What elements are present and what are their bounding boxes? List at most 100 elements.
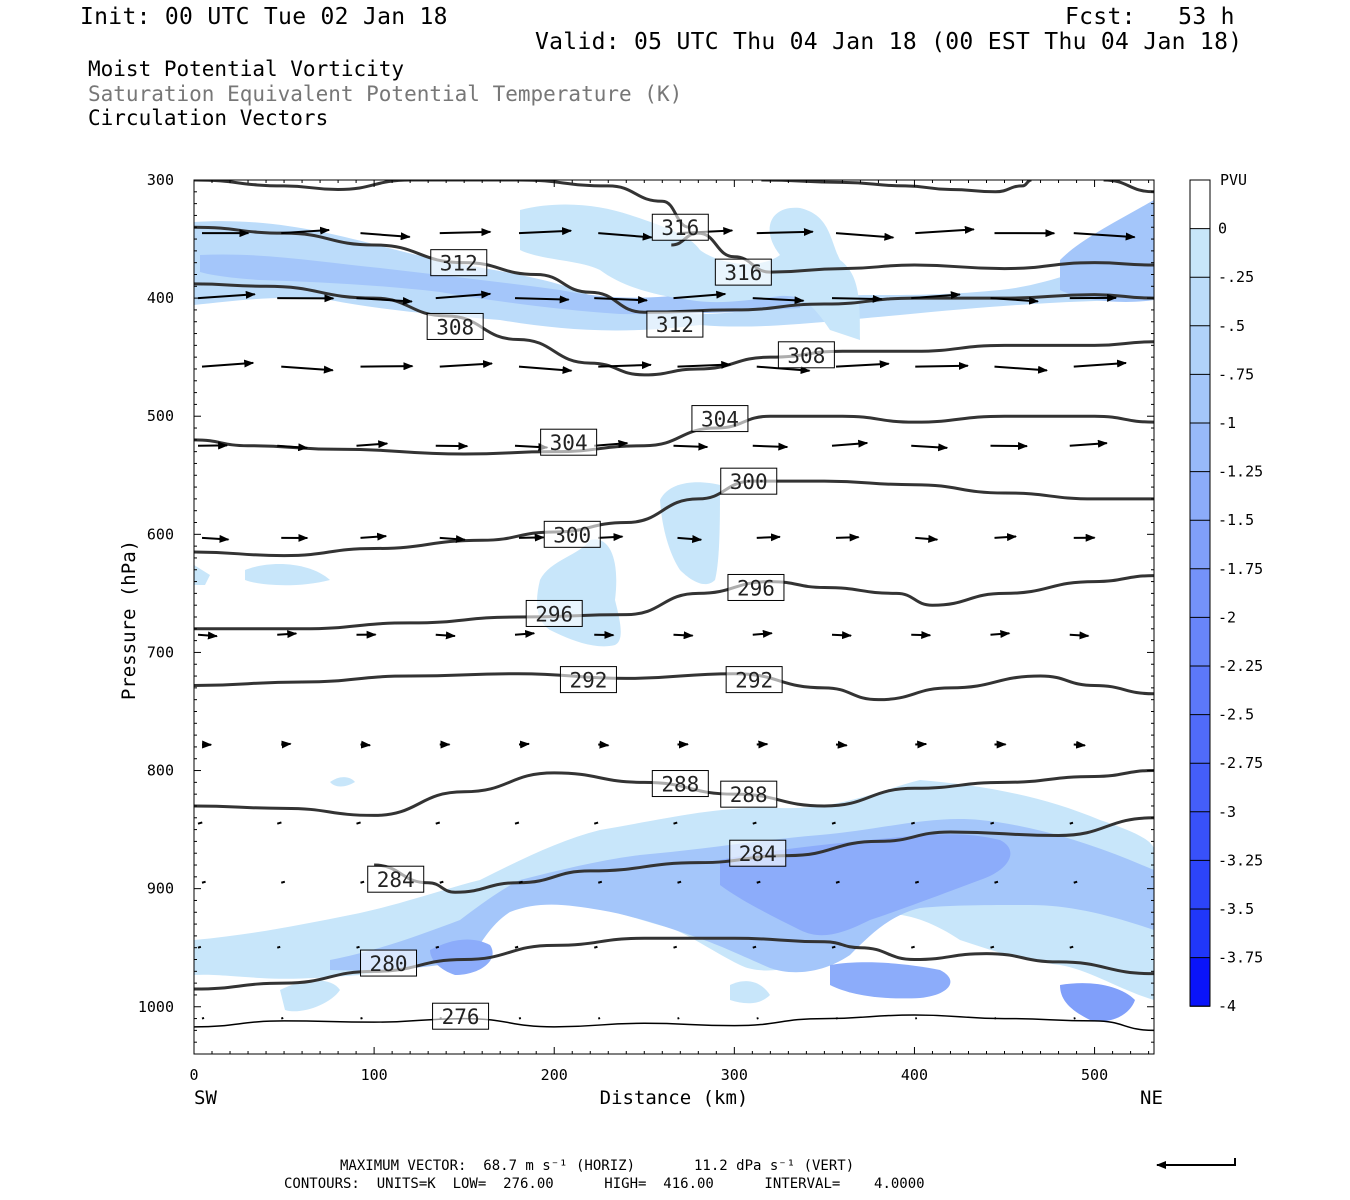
circulation-vector (1069, 631, 1090, 640)
colorbar-swatch (1190, 471, 1210, 521)
circulation-vector (360, 1017, 363, 1020)
contour-label-296: 296 (535, 602, 573, 626)
colorbar-label: -2.75 (1218, 754, 1263, 772)
circulation-vector (752, 629, 773, 638)
colorbar-unit: PVU (1220, 171, 1247, 189)
colorbar-label: -1.75 (1218, 560, 1263, 578)
circulation-vector (594, 439, 629, 448)
contour-label-296: 296 (737, 576, 775, 600)
circulation-vector (915, 740, 928, 749)
circulation-vector (356, 440, 389, 449)
circulation-vector (831, 821, 836, 825)
max-vector-info: MAXIMUM VECTOR: 68.7 m s⁻¹ (HORIZ) 11.2 … (340, 1158, 855, 1174)
circulation-vector (915, 225, 975, 235)
circulation-vector (910, 821, 915, 825)
circulation-vector (439, 880, 444, 884)
circulation-vector (831, 631, 853, 640)
circulation-vector (201, 359, 255, 368)
circulation-vector (439, 360, 494, 369)
y-tick-label: 800 (147, 762, 174, 780)
contour-label-312: 312 (440, 252, 478, 276)
circulation-vector (831, 439, 869, 448)
circulation-vector (911, 443, 949, 452)
circulation-vector (673, 945, 678, 949)
circulation-vector (597, 880, 603, 884)
y-axis-label: Pressure (hPa) (118, 540, 140, 700)
circulation-vector (1073, 740, 1087, 749)
circulation-vector (514, 629, 536, 638)
theta-es-contours (194, 180, 1154, 1032)
circulation-vector (518, 1017, 522, 1020)
circulation-vector (277, 630, 298, 639)
circulation-vector (201, 1016, 205, 1020)
circulation-vector (756, 228, 814, 237)
pv-shade-right-top (1060, 200, 1154, 302)
colorbar-swatch (1190, 423, 1210, 472)
y-tick-label: 500 (147, 407, 174, 425)
circulation-vector (281, 740, 292, 749)
y-axis: 300 400 500 600 700 800 900 1000 (138, 171, 1154, 1055)
circulation-vector (1073, 359, 1128, 368)
valid-time: Valid: 05 UTC Thu 04 Jan 18 (00 EST Thu … (535, 29, 1243, 55)
circulation-vector (990, 296, 1039, 305)
contour-label-box (691, 405, 749, 433)
colorbar-label: -2.25 (1218, 657, 1263, 675)
circulation-vector (994, 880, 999, 884)
circulation-vector (831, 294, 883, 303)
contour-label-box (729, 839, 787, 867)
pv-shading (194, 200, 1154, 1022)
pv-shade-surface-1 (280, 980, 340, 1012)
circulation-vector (277, 443, 309, 452)
pv-shade-surface-2 (830, 962, 951, 999)
circulation-vector (197, 945, 202, 949)
circulation-vector (831, 945, 836, 949)
forecast-hour: Fcst: 53 h (1065, 4, 1235, 30)
contour-label-280: 280 (370, 952, 408, 976)
circulation-vector (514, 821, 520, 825)
circulation-vector (756, 880, 761, 884)
contour-label-box (777, 341, 835, 369)
pv-shade-left-low (194, 565, 210, 585)
x-endpoint-sw: SW (194, 1087, 217, 1109)
circulation-vector (1069, 439, 1108, 448)
y-tick-label: 700 (147, 643, 174, 661)
circulation-vector (673, 631, 694, 640)
colorbar-swatch (1190, 763, 1210, 812)
x-tick-label: 200 (541, 1066, 568, 1084)
circulation-vector (197, 631, 218, 640)
circulation-vector (914, 880, 920, 884)
circulation-vector (518, 880, 523, 884)
circulation-vector (994, 365, 1048, 374)
contour-label-box (651, 213, 709, 241)
pv-shade-lower-core-2 (430, 939, 493, 975)
circulation-vector (915, 534, 939, 543)
circulation-vector (598, 361, 652, 370)
colorbar-swatch (1190, 520, 1210, 569)
x-tick-label: 300 (721, 1066, 748, 1084)
pv-shade-lower-core (720, 834, 1011, 936)
theta-es-contour-292 (194, 672, 1154, 702)
theta-es-contour-296 (194, 574, 1154, 631)
pv-shade-upper (194, 221, 1154, 331)
circulation-vector (201, 534, 230, 543)
x-endpoint-ne: NE (1140, 1087, 1163, 1109)
pv-shade-jet-top (520, 204, 860, 340)
contour-label-box (367, 865, 425, 893)
circulation-vector (677, 880, 682, 884)
contour-label-292: 292 (735, 669, 773, 693)
contour-label-box (714, 258, 772, 286)
colorbar-label: -.25 (1218, 268, 1254, 286)
circulation-vector (835, 232, 895, 241)
circulation-vector (439, 228, 492, 237)
colorbar-swatch (1190, 568, 1210, 618)
contour-label-276: 276 (442, 1005, 480, 1029)
circulation-vector (673, 290, 727, 300)
colorbar-label: -3.25 (1218, 851, 1263, 869)
circulation-vector (201, 880, 206, 884)
circulation-vector (752, 821, 757, 825)
colorbar-swatch (1190, 180, 1210, 229)
circulation-vector (360, 232, 411, 241)
contour-label-box (646, 310, 704, 338)
y-tick-label: 900 (147, 880, 174, 898)
